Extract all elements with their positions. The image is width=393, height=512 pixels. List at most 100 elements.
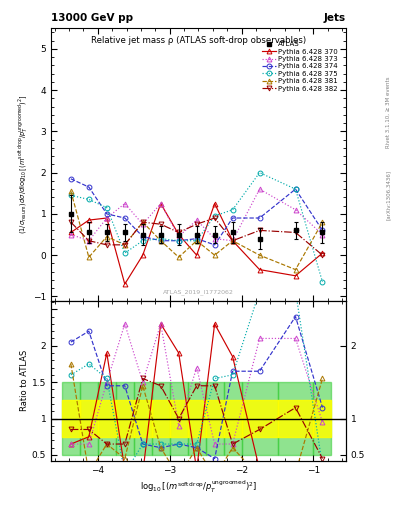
Pythia 6.428 373 <box>230 238 235 244</box>
Text: 13000 GeV pp: 13000 GeV pp <box>51 13 133 23</box>
Line: Pythia 6.428 370: Pythia 6.428 370 <box>68 201 325 287</box>
Bar <box>134 400 152 437</box>
Pythia 6.428 374 <box>320 227 325 233</box>
Pythia 6.428 381 <box>293 267 298 273</box>
Pythia 6.428 375 <box>230 207 235 213</box>
Pythia 6.428 382 <box>158 221 163 227</box>
Pythia 6.428 370 <box>194 252 199 258</box>
Line: Pythia 6.428 375: Pythia 6.428 375 <box>68 170 325 285</box>
Pythia 6.428 382 <box>257 227 262 233</box>
Pythia 6.428 374 <box>123 215 127 221</box>
Pythia 6.428 375 <box>158 236 163 242</box>
Pythia 6.428 382 <box>194 221 199 227</box>
Line: Pythia 6.428 373: Pythia 6.428 373 <box>68 187 325 243</box>
Pythia 6.428 374 <box>68 176 73 182</box>
Pythia 6.428 381 <box>257 252 262 258</box>
Line: Pythia 6.428 381: Pythia 6.428 381 <box>68 189 325 272</box>
Bar <box>206 382 224 455</box>
Pythia 6.428 375 <box>257 169 262 176</box>
Line: Pythia 6.428 382: Pythia 6.428 382 <box>68 216 325 258</box>
Pythia 6.428 375 <box>86 197 91 203</box>
Pythia 6.428 375 <box>320 279 325 285</box>
Pythia 6.428 381 <box>320 219 325 225</box>
Bar <box>152 400 170 437</box>
Bar <box>206 400 224 437</box>
Pythia 6.428 381 <box>68 188 73 194</box>
Bar <box>62 382 80 455</box>
Pythia 6.428 370 <box>68 229 73 236</box>
Bar <box>314 400 331 437</box>
Pythia 6.428 382 <box>230 238 235 244</box>
Pythia 6.428 374 <box>257 215 262 221</box>
Bar <box>170 400 188 437</box>
Bar <box>224 400 242 437</box>
Pythia 6.428 373 <box>320 231 325 238</box>
Pythia 6.428 374 <box>86 184 91 190</box>
Pythia 6.428 370 <box>140 252 145 258</box>
Pythia 6.428 373 <box>158 201 163 207</box>
Y-axis label: $(1/\sigma_{\rm resum})\,d\sigma/d\log_{10}[(m^{\rm soft\,drop}/p_T^{\rm ungroom: $(1/\sigma_{\rm resum})\,d\sigma/d\log_{… <box>17 95 30 234</box>
Line: Pythia 6.428 374: Pythia 6.428 374 <box>68 176 325 247</box>
Pythia 6.428 370 <box>123 281 127 287</box>
Pythia 6.428 381 <box>140 219 145 225</box>
Text: Jets: Jets <box>324 13 346 23</box>
Pythia 6.428 370 <box>105 215 109 221</box>
Pythia 6.428 373 <box>123 201 127 207</box>
Pythia 6.428 373 <box>212 236 217 242</box>
Pythia 6.428 373 <box>194 217 199 223</box>
Pythia 6.428 381 <box>212 252 217 258</box>
Pythia 6.428 382 <box>140 219 145 225</box>
Text: ATLAS_2019_I1772062: ATLAS_2019_I1772062 <box>163 289 234 295</box>
Bar <box>134 382 152 455</box>
Bar <box>242 400 277 437</box>
Pythia 6.428 373 <box>68 231 73 238</box>
Pythia 6.428 374 <box>293 186 298 192</box>
Pythia 6.428 373 <box>140 221 145 227</box>
Pythia 6.428 375 <box>194 238 199 244</box>
Bar <box>314 382 331 455</box>
Pythia 6.428 375 <box>105 205 109 211</box>
Pythia 6.428 375 <box>293 186 298 192</box>
Pythia 6.428 370 <box>257 267 262 273</box>
Bar <box>224 382 242 455</box>
X-axis label: $\log_{10}[(m^{\rm soft\,drop}/p_T^{\rm ungroomed})^2]$: $\log_{10}[(m^{\rm soft\,drop}/p_T^{\rm … <box>140 479 257 495</box>
Pythia 6.428 375 <box>68 192 73 198</box>
Bar <box>80 400 98 437</box>
Pythia 6.428 375 <box>212 213 217 219</box>
Bar <box>116 400 134 437</box>
Bar <box>98 400 116 437</box>
Pythia 6.428 382 <box>212 215 217 221</box>
Pythia 6.428 381 <box>230 238 235 244</box>
Bar <box>152 382 170 455</box>
Pythia 6.428 373 <box>293 207 298 213</box>
Text: Rivet 3.1.10, ≥ 3M events: Rivet 3.1.10, ≥ 3M events <box>386 77 391 148</box>
Pythia 6.428 370 <box>176 231 181 238</box>
Pythia 6.428 370 <box>230 238 235 244</box>
Text: Relative jet mass ρ (ATLAS soft-drop observables): Relative jet mass ρ (ATLAS soft-drop obs… <box>91 36 306 46</box>
Bar <box>188 382 206 455</box>
Bar <box>242 382 277 455</box>
Pythia 6.428 370 <box>212 201 217 207</box>
Text: [arXiv:1306.3436]: [arXiv:1306.3436] <box>386 169 391 220</box>
Pythia 6.428 381 <box>123 242 127 248</box>
Pythia 6.428 374 <box>105 211 109 217</box>
Pythia 6.428 382 <box>68 219 73 225</box>
Bar <box>98 382 116 455</box>
Bar <box>277 382 314 455</box>
Bar <box>170 382 188 455</box>
Pythia 6.428 374 <box>176 238 181 244</box>
Pythia 6.428 374 <box>140 233 145 240</box>
Pythia 6.428 374 <box>230 215 235 221</box>
Pythia 6.428 381 <box>194 238 199 244</box>
Legend: ATLAS, Pythia 6.428 370, Pythia 6.428 373, Pythia 6.428 374, Pythia 6.428 375, P: ATLAS, Pythia 6.428 370, Pythia 6.428 37… <box>260 40 340 93</box>
Pythia 6.428 370 <box>86 217 91 223</box>
Pythia 6.428 382 <box>320 252 325 258</box>
Bar <box>277 400 314 437</box>
Pythia 6.428 381 <box>158 238 163 244</box>
Pythia 6.428 373 <box>257 186 262 192</box>
Pythia 6.428 382 <box>176 229 181 236</box>
Pythia 6.428 375 <box>176 238 181 244</box>
Pythia 6.428 381 <box>105 233 109 240</box>
Bar <box>62 400 80 437</box>
Pythia 6.428 382 <box>123 242 127 248</box>
